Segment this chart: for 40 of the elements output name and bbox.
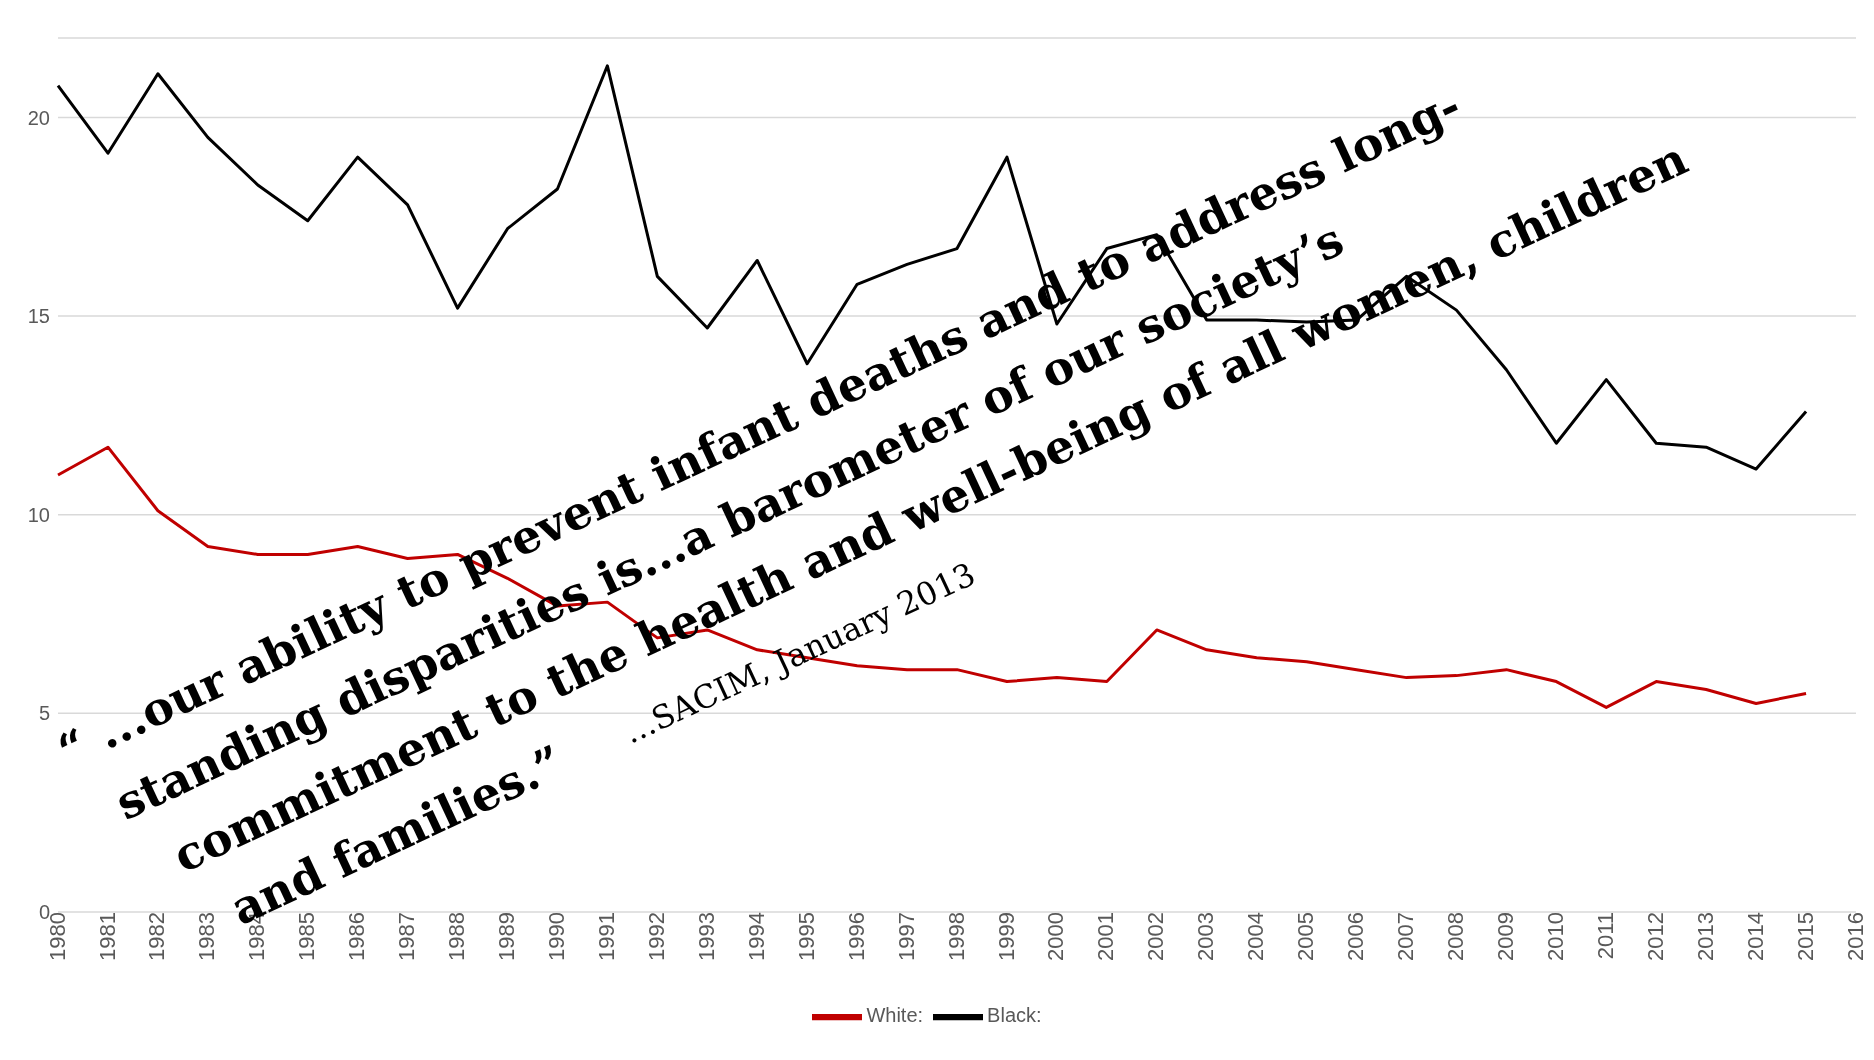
legend-label: White: xyxy=(866,1004,924,1027)
x-tick-label: 2004 xyxy=(1243,912,1269,961)
x-tick-label: 1999 xyxy=(993,912,1019,961)
x-tick-label: 1981 xyxy=(94,912,120,961)
x-tick-label: 2009 xyxy=(1493,912,1519,961)
x-tick-label: 2006 xyxy=(1343,912,1369,961)
x-tick-label: 2005 xyxy=(1293,912,1319,961)
x-tick-label: 2015 xyxy=(1792,912,1818,961)
x-tick-label: 1991 xyxy=(594,912,620,961)
x-tick-label: 2002 xyxy=(1143,912,1169,961)
x-tick-label: 2016 xyxy=(1842,912,1868,961)
y-tick-label: 5 xyxy=(38,702,50,725)
legend-label: Black: xyxy=(987,1004,1042,1027)
x-tick-label: 2000 xyxy=(1043,912,1069,961)
y-tick-label: 15 xyxy=(27,305,50,328)
x-tick-label: 1994 xyxy=(743,912,769,961)
x-tick-label: 1988 xyxy=(444,912,470,961)
x-tick-label: 1987 xyxy=(394,912,420,961)
x-tick-label: 1992 xyxy=(643,912,669,961)
x-tick-label: 1998 xyxy=(943,912,969,961)
x-tick-label: 1986 xyxy=(344,912,370,961)
x-tick-label: 2008 xyxy=(1443,912,1469,961)
x-tick-label: 1989 xyxy=(494,912,520,961)
x-tick-label: 2003 xyxy=(1193,912,1219,961)
x-tick-label: 2012 xyxy=(1642,912,1668,961)
x-tick-label: 2007 xyxy=(1393,912,1419,961)
x-tick-label: 1993 xyxy=(693,912,719,961)
x-tick-label: 2014 xyxy=(1742,912,1768,961)
x-tick-label: 1996 xyxy=(843,912,869,961)
x-tick-label: 1990 xyxy=(544,912,570,961)
x-tick-label: 1997 xyxy=(893,912,919,961)
x-tick-label: 2010 xyxy=(1542,912,1568,961)
x-tick-label: 2011 xyxy=(1592,912,1618,960)
x-tick-label: 2013 xyxy=(1692,912,1718,961)
x-tick-label: 1995 xyxy=(793,912,819,961)
x-tick-label: 1982 xyxy=(144,912,170,961)
x-tick-label: 2001 xyxy=(1093,912,1119,961)
y-tick-label: 10 xyxy=(27,503,50,526)
x-tick-label: 1983 xyxy=(194,912,220,961)
y-tick-label: 20 xyxy=(27,106,50,129)
